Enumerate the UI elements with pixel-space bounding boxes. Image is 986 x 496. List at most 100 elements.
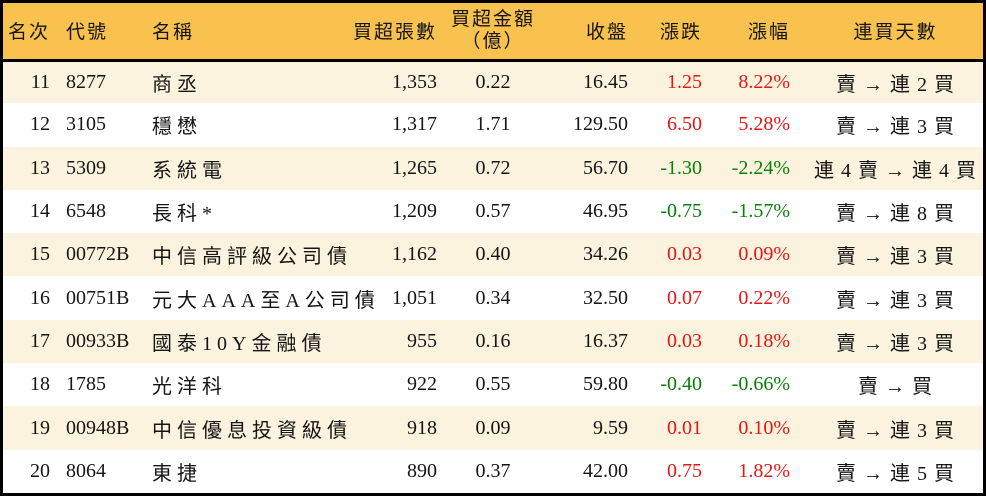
cell-volume: 918 <box>407 416 437 439</box>
cell-close: 46.95 <box>583 200 628 223</box>
stock-net-buy-table: 名次 代號 名稱 買超張數 買超金額 （億） 收盤 漲跌 漲幅 連買天數 11 8… <box>3 3 983 493</box>
cell-name: 光洋科 <box>152 376 227 399</box>
table-row: 19 00948B 中信優息投資級債 918 0.09 9.59 0.01 0.10% 賣 → … <box>3 406 983 450</box>
cell-days: 賣 → 連 3 買 <box>836 246 955 269</box>
cell-close: 56.70 <box>583 156 628 179</box>
table-row: 17 00933B 國泰10Y金融債 955 0.16 16.37 0.03 0.18% 賣 →… <box>3 319 983 364</box>
cell-name: 東捷 <box>152 462 202 485</box>
cell-code: 00751B <box>66 286 130 309</box>
cell-amount: 0.37 <box>475 459 511 482</box>
table-row: 20 8064 東捷 890 0.37 42.00 0.75 1.82% 賣 → 連 5 買 <box>3 450 983 493</box>
cell-pct: -1.57% <box>731 200 790 223</box>
cell-volume: 1,051 <box>392 286 437 309</box>
table-row: 16 00751B 元大AAA至A公司債 1,051 0.34 32.50 0.07 0.22… <box>3 276 983 319</box>
cell-days: 賣 → 連 5 買 <box>836 462 955 485</box>
cell-change: 1.25 <box>667 70 702 93</box>
cell-pct: 8.22% <box>738 70 790 93</box>
cell-rank: 18 <box>30 373 50 396</box>
cell-change: 0.01 <box>667 416 702 439</box>
cell-amount: 0.34 <box>475 286 511 309</box>
col-header-amount-line1: 買超金額 <box>450 8 535 30</box>
cell-volume: 922 <box>407 373 437 396</box>
cell-close: 42.00 <box>583 459 628 482</box>
cell-days: 賣 → 連 8 買 <box>836 203 955 226</box>
cell-close: 34.26 <box>583 243 628 266</box>
col-header-amount: 買超金額 （億） <box>443 3 543 62</box>
cell-name: 元大AAA至A公司債 <box>152 289 380 312</box>
cell-rank: 20 <box>30 459 50 482</box>
cell-change: 0.07 <box>667 286 702 309</box>
col-header-rank: 名次 <box>3 3 58 62</box>
table-row: 18 1785 光洋科 922 0.55 59.80 -0.40 -0.66% 賣 → 買 <box>3 363 983 406</box>
table-header: 名次 代號 名稱 買超張數 買超金額 （億） 收盤 漲跌 漲幅 連買天數 <box>3 3 983 62</box>
cell-days: 賣 → 連 3 買 <box>836 116 955 139</box>
cell-rank: 11 <box>30 70 50 93</box>
cell-days: 賣 → 連 2 買 <box>836 73 955 96</box>
cell-change: 0.03 <box>667 243 702 266</box>
cell-name: 中信優息投資級債 <box>152 419 352 442</box>
col-header-close: 收盤 <box>543 3 633 62</box>
cell-code: 00948B <box>66 416 130 439</box>
cell-amount: 0.16 <box>475 329 511 352</box>
cell-code: 00772B <box>66 243 130 266</box>
cell-volume: 1,317 <box>392 113 437 136</box>
cell-name: 系統電 <box>152 159 227 182</box>
col-header-change: 漲跌 <box>633 3 718 62</box>
table-row: 11 8277 商丞 1,353 0.22 16.45 1.25 8.22% 賣 → 連 2 買 <box>3 60 983 104</box>
col-header-volume: 買超張數 <box>346 3 443 62</box>
cell-close: 59.80 <box>583 373 628 396</box>
cell-rank: 13 <box>30 156 50 179</box>
cell-amount: 0.40 <box>475 243 511 266</box>
header-row: 名次 代號 名稱 買超張數 買超金額 （億） 收盤 漲跌 漲幅 連買天數 <box>3 3 983 62</box>
cell-pct: -0.66% <box>731 373 790 396</box>
cell-days: 賣 → 連 3 買 <box>836 332 955 355</box>
cell-rank: 17 <box>30 329 50 352</box>
cell-code: 6548 <box>66 200 106 223</box>
table-row: 13 5309 系統電 1,265 0.72 56.70 -1.30 -2.24% 連 4 賣 … <box>3 146 983 190</box>
cell-change: -1.30 <box>660 156 702 179</box>
cell-amount: 1.71 <box>475 113 511 136</box>
cell-rank: 14 <box>30 200 50 223</box>
cell-code: 5309 <box>66 156 106 179</box>
cell-pct: 0.18% <box>738 329 790 352</box>
cell-change: 6.50 <box>667 113 702 136</box>
cell-rank: 19 <box>30 416 50 439</box>
cell-days: 連 4 賣 → 連 4 買 <box>814 159 977 182</box>
col-header-amount-line2: （億） <box>461 30 525 52</box>
cell-close: 16.37 <box>583 329 628 352</box>
cell-pct: 0.10% <box>738 416 790 439</box>
cell-code: 8277 <box>66 70 106 93</box>
cell-volume: 1,162 <box>392 243 437 266</box>
cell-volume: 1,353 <box>392 70 437 93</box>
table-row: 14 6548 長科* 1,209 0.57 46.95 -0.75 -1.57% 賣 → 連 … <box>3 190 983 233</box>
cell-name: 國泰10Y金融債 <box>152 332 327 355</box>
cell-rank: 15 <box>30 243 50 266</box>
cell-change: -0.75 <box>660 200 702 223</box>
cell-pct: 0.22% <box>738 286 790 309</box>
col-header-code: 代號 <box>58 3 146 62</box>
cell-amount: 0.55 <box>475 373 511 396</box>
cell-days: 賣 → 連 3 買 <box>836 419 955 442</box>
cell-name: 穩懋 <box>152 116 202 139</box>
cell-code: 1785 <box>66 373 106 396</box>
cell-change: 0.75 <box>667 459 702 482</box>
col-header-name: 名稱 <box>146 3 346 62</box>
cell-name: 中信高評級公司債 <box>152 246 352 269</box>
cell-volume: 1,265 <box>392 156 437 179</box>
table-row: 12 3105 穩懋 1,317 1.71 129.50 6.50 5.28% 賣 → 連 3 … <box>3 103 983 146</box>
cell-pct: -2.24% <box>731 156 790 179</box>
cell-name: 商丞 <box>152 73 202 96</box>
cell-amount: 0.22 <box>475 70 511 93</box>
cell-code: 3105 <box>66 113 106 136</box>
cell-pct: 1.82% <box>738 459 790 482</box>
cell-change: 0.03 <box>667 329 702 352</box>
cell-rank: 16 <box>30 286 50 309</box>
cell-close: 9.59 <box>593 416 628 439</box>
cell-volume: 890 <box>407 459 437 482</box>
cell-name: 長科* <box>152 203 217 226</box>
table-row: 15 00772B 中信高評級公司債 1,162 0.40 34.26 0.03 0.09% 賣… <box>3 233 983 277</box>
cell-pct: 0.09% <box>738 243 790 266</box>
cell-change: -0.40 <box>660 373 702 396</box>
cell-code: 00933B <box>66 329 130 352</box>
cell-amount: 0.57 <box>475 200 511 223</box>
